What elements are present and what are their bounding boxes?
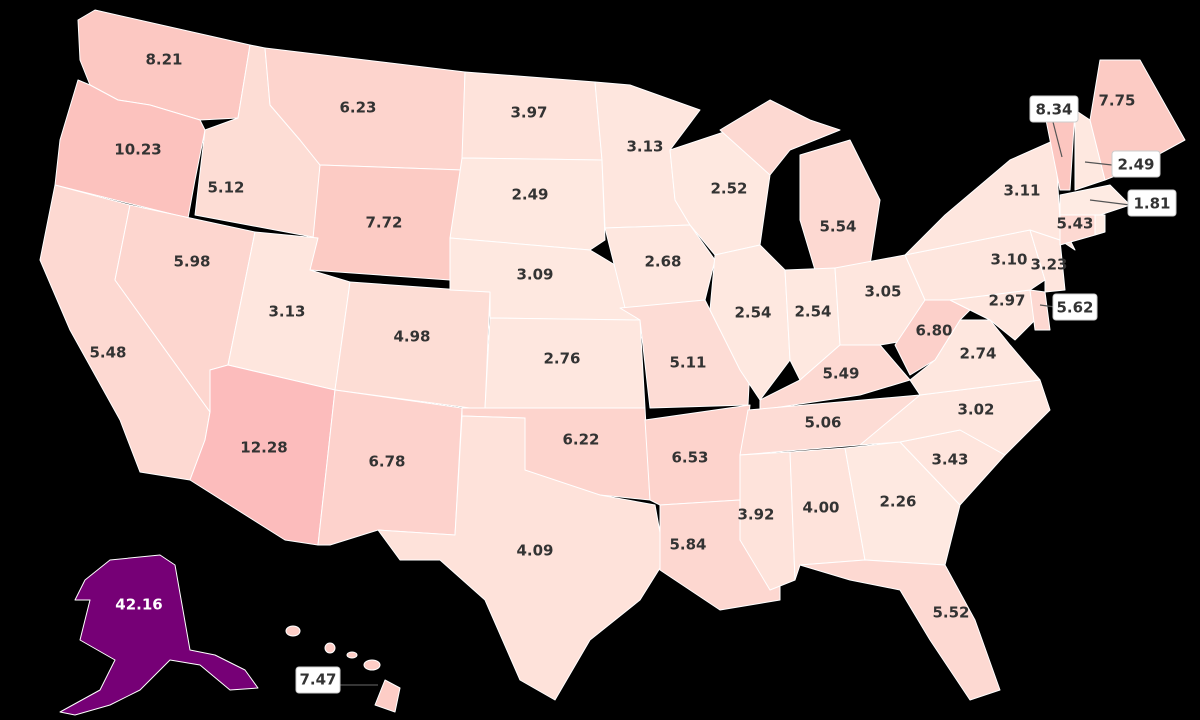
- label-nc: 3.02: [957, 401, 994, 419]
- state-me[interactable]: [1089, 59, 1186, 181]
- label-az: 12.28: [240, 439, 287, 457]
- svg-text:5.62: 5.62: [1056, 299, 1093, 317]
- label-nm: 6.78: [368, 453, 405, 471]
- label-al: 4.00: [802, 499, 839, 517]
- callout-vt: 8.34: [1029, 95, 1079, 158]
- label-wy: 7.72: [365, 214, 402, 232]
- label-in: 2.54: [794, 303, 831, 321]
- label-tn: 5.06: [804, 414, 841, 432]
- label-ne: 3.09: [516, 266, 553, 284]
- state-ny[interactable]: [904, 139, 1076, 256]
- state-mi[interactable]: [799, 139, 881, 271]
- label-wa: 8.21: [145, 51, 182, 69]
- state-fl[interactable]: [799, 559, 1001, 701]
- label-ar: 6.53: [671, 449, 708, 467]
- svg-text:8.34: 8.34: [1035, 101, 1072, 119]
- label-ny: 3.11: [1003, 182, 1040, 200]
- state-sd[interactable]: [449, 157, 606, 251]
- label-me: 7.75: [1098, 92, 1135, 110]
- state-co[interactable]: [334, 281, 491, 411]
- label-sc: 3.43: [931, 451, 968, 469]
- label-ks: 2.76: [543, 350, 580, 368]
- label-mn: 3.13: [626, 138, 663, 156]
- state-ri[interactable]: [1094, 214, 1106, 236]
- state-hi[interactable]: [285, 625, 401, 713]
- label-ky: 5.49: [822, 365, 859, 383]
- label-nv: 5.98: [173, 253, 210, 271]
- label-ca: 5.48: [89, 344, 126, 362]
- label-co: 4.98: [393, 328, 430, 346]
- label-wv: 6.80: [915, 322, 952, 340]
- label-mo: 5.11: [669, 354, 706, 372]
- svg-text:2.49: 2.49: [1117, 156, 1154, 174]
- svg-text:7.47: 7.47: [299, 671, 336, 689]
- callout-nh: 2.49: [1084, 150, 1161, 178]
- label-il: 2.54: [734, 304, 771, 322]
- label-sd: 2.49: [511, 186, 548, 204]
- label-mi: 5.54: [819, 218, 856, 236]
- state-mi-up[interactable]: [719, 99, 841, 176]
- label-or: 10.23: [114, 141, 161, 159]
- label-wi: 2.52: [710, 180, 747, 198]
- label-la: 5.84: [669, 536, 706, 554]
- state-mo[interactable]: [619, 299, 751, 409]
- state-tx[interactable]: [377, 415, 666, 701]
- callout-ma: 1.81: [1089, 189, 1177, 217]
- state-ak[interactable]: [59, 554, 259, 716]
- label-id: 5.12: [207, 179, 244, 197]
- label-ga: 2.26: [879, 493, 916, 511]
- state-de[interactable]: [1029, 289, 1051, 331]
- label-ia: 2.68: [644, 253, 681, 271]
- state-ms[interactable]: [739, 451, 796, 591]
- label-fl: 5.52: [932, 604, 969, 622]
- label-nd: 3.97: [510, 104, 547, 122]
- state-ma[interactable]: [1059, 184, 1131, 216]
- label-ut: 3.13: [268, 303, 305, 321]
- label-mt: 6.23: [339, 99, 376, 117]
- label-oh: 3.05: [864, 283, 901, 301]
- state-il[interactable]: [709, 244, 791, 401]
- label-va: 2.74: [959, 345, 996, 363]
- label-ok: 6.22: [562, 431, 599, 449]
- label-ak: 42.16: [115, 596, 162, 614]
- label-tx: 4.09: [516, 542, 553, 560]
- svg-text:1.81: 1.81: [1133, 195, 1170, 213]
- label-nj: 3.23: [1030, 256, 1067, 274]
- callout-de: 5.62: [1039, 293, 1098, 321]
- label-ct: 5.43: [1056, 215, 1093, 233]
- label-pa: 3.10: [990, 251, 1027, 269]
- label-md: 2.97: [988, 292, 1025, 310]
- label-ms: 3.92: [737, 506, 774, 524]
- callout-hi: 7.47: [295, 666, 378, 694]
